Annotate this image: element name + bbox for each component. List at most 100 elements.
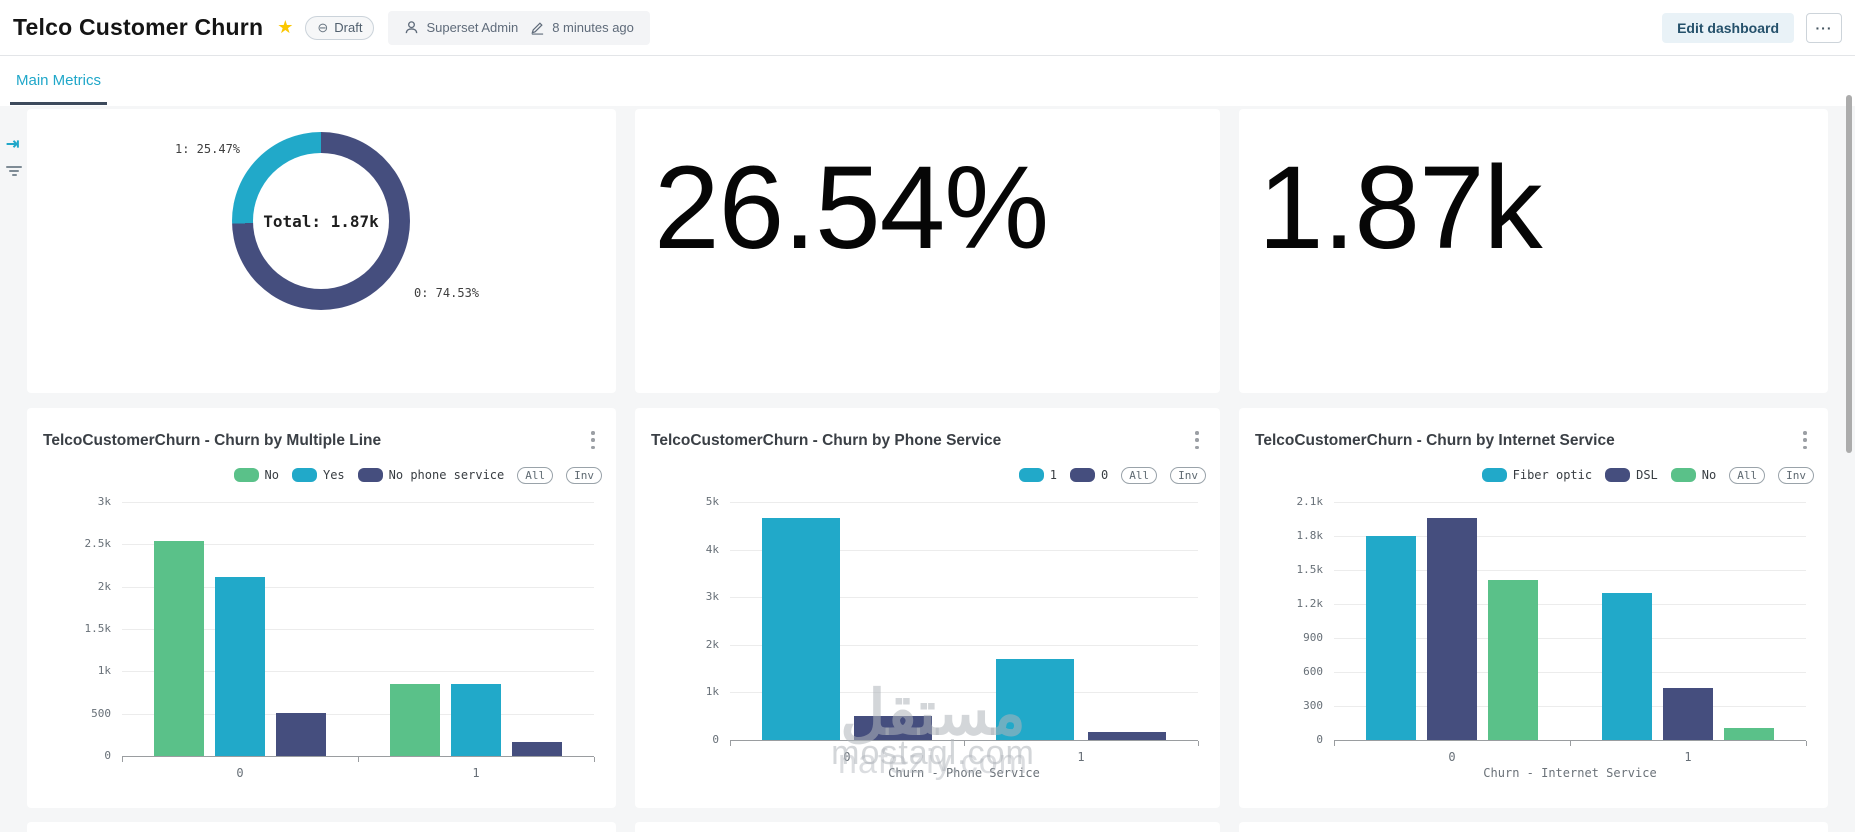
tab-main-metrics[interactable]: Main Metrics — [16, 72, 102, 89]
x-axis-tick — [594, 757, 595, 762]
gridline — [1334, 502, 1806, 503]
legend-inv-button[interactable]: Inv — [1170, 466, 1206, 484]
more-options-button[interactable]: ··· — [1806, 13, 1842, 43]
y-axis-tick-label: 0 — [104, 749, 111, 762]
y-axis-tick-label: 1k — [705, 685, 719, 699]
vertical-scrollbar-thumb[interactable] — [1846, 95, 1852, 453]
y-axis-tick-label: 2k — [705, 637, 719, 651]
x-axis-tick — [1806, 741, 1807, 746]
last-modified-text: 8 minutes ago — [552, 20, 634, 35]
x-axis-tick — [730, 741, 731, 746]
legend-label: 0 — [1101, 468, 1109, 482]
legend-item-1[interactable]: 1 — [1018, 468, 1058, 482]
legend-label: No phone service — [388, 468, 505, 482]
x-axis-tick — [122, 757, 123, 762]
bar-no-phone-service-cat1[interactable] — [512, 741, 562, 756]
gridline — [122, 544, 594, 546]
bar-1-cat0[interactable] — [762, 518, 840, 740]
legend-item-yes[interactable]: Yes — [291, 468, 345, 482]
y-axis-tick-label: 0 — [1316, 733, 1323, 746]
filter-funnel-icon[interactable] — [5, 164, 23, 178]
bar-no-cat1[interactable] — [390, 684, 440, 756]
bar-1-cat1[interactable] — [996, 659, 1074, 740]
churn-rate-value: 26.54% — [654, 142, 1049, 274]
legend-all-button[interactable]: All — [517, 466, 554, 484]
legend-label: Fiber optic — [1512, 468, 1593, 482]
y-axis-tick-label: 4k — [705, 542, 719, 556]
legend-label: No — [1701, 468, 1717, 482]
bar-chart-phone-service: 1 0 All Inv 0 1 Churn - Phone Service 0 1k 2k 3k 4k… — [635, 408, 1220, 808]
legend-chip-icon — [1070, 468, 1096, 482]
expand-filter-bar-icon[interactable]: ⇥ — [6, 136, 20, 153]
legend-label: DSL — [1636, 468, 1658, 482]
x-axis-tick — [1570, 741, 1571, 746]
churn-donut-chart[interactable]: Total: 1.87k — [232, 132, 410, 310]
y-axis-tick-label: 1.2k — [1296, 597, 1324, 610]
x-axis-title: Churn - Phone Service — [888, 766, 1040, 780]
chart-menu-kebab-icon[interactable] — [586, 430, 600, 450]
legend-item-no[interactable]: No — [1670, 468, 1717, 482]
y-axis-tick-label: 2.5k — [84, 537, 112, 551]
bar-chart-internet-service: Fiber optic DSL No All Inv 0 1 Churn - Internet… — [1239, 408, 1828, 808]
chart-card-multiple-line: TelcoCustomerChurn - Churn by Multiple L… — [27, 408, 616, 808]
edit-dashboard-button[interactable]: Edit dashboard — [1662, 13, 1794, 43]
gridline — [730, 692, 1198, 694]
bar-no-cat0[interactable] — [1488, 580, 1538, 740]
x-category-label: 0 — [843, 750, 851, 764]
gridline — [730, 549, 1198, 551]
y-axis-tick-label: 2.1k — [1296, 495, 1324, 508]
legend-item-dsl[interactable]: DSL — [1605, 468, 1658, 482]
bar-dsl-cat1[interactable] — [1663, 687, 1713, 740]
x-category-label: 1 — [1077, 750, 1085, 764]
chart-title: TelcoCustomerChurn - Churn by Phone Serv… — [651, 432, 1002, 449]
chart-menu-kebab-icon[interactable] — [1190, 430, 1204, 450]
bar-0-cat0[interactable] — [854, 715, 932, 740]
chart-card-internet-service: TelcoCustomerChurn - Churn by Internet S… — [1239, 408, 1828, 808]
bar-0-cat1[interactable] — [1088, 731, 1166, 740]
x-axis-tick — [964, 741, 965, 746]
chart-menu-kebab-icon[interactable] — [1798, 430, 1812, 450]
bar-no-phone-service-cat0[interactable] — [276, 712, 326, 756]
gridline — [1334, 536, 1806, 537]
legend-item-no-phone-service[interactable]: No phone service — [357, 468, 505, 482]
donut-chart-card: Total: 1.87k 1: 25.47% 0: 74.53% — [27, 109, 616, 393]
next-row-card-peek — [27, 822, 616, 832]
y-axis-tick-label: 3k — [97, 495, 111, 508]
bar-dsl-cat0[interactable] — [1427, 517, 1477, 740]
legend-inv-button[interactable]: Inv — [1778, 466, 1814, 484]
gridline — [1334, 706, 1806, 707]
bar-yes-cat1[interactable] — [451, 684, 501, 756]
favorite-star-icon[interactable]: ★ — [277, 17, 294, 37]
bar-yes-cat0[interactable] — [215, 576, 265, 756]
legend-chip-icon — [233, 468, 259, 482]
bar-fiber-optic-cat0[interactable] — [1366, 536, 1416, 740]
chart-legend: 1 0 All Inv — [1018, 465, 1206, 485]
legend-item-no[interactable]: No — [233, 468, 279, 482]
gridline — [730, 644, 1198, 646]
legend-item-fiber-optic[interactable]: Fiber optic — [1481, 468, 1593, 482]
x-axis-line — [122, 756, 594, 757]
chart-legend: Fiber optic DSL No All Inv — [1481, 465, 1814, 485]
bar-fiber-optic-cat1[interactable] — [1602, 592, 1652, 740]
legend-label: 1 — [1049, 468, 1058, 482]
bar-no-cat0[interactable] — [154, 540, 204, 756]
legend-inv-button[interactable]: Inv — [566, 466, 602, 484]
bar-chart-multiple-line: No Yes No phone service All Inv 0 1 0 500 1k 1.5k 2… — [27, 408, 616, 808]
x-axis-line — [1334, 740, 1806, 741]
legend-label: Yes — [322, 468, 345, 482]
legend-chip-icon — [1481, 468, 1507, 482]
legend-all-button[interactable]: All — [1121, 466, 1158, 484]
total-customers-card: 1.87k — [1239, 109, 1828, 393]
chart-legend: No Yes No phone service All Inv — [233, 465, 602, 485]
y-axis-tick-label: 1.5k — [1296, 563, 1324, 576]
dashboard-meta: Superset Admin 8 minutes ago — [388, 10, 650, 45]
y-axis-tick-label: 300 — [1303, 699, 1323, 712]
legend-chip-icon — [1670, 468, 1696, 482]
legend-item-0[interactable]: 0 — [1070, 468, 1108, 482]
gridline — [730, 502, 1198, 503]
bar-no-cat1[interactable] — [1724, 727, 1774, 740]
donut-total-label: Total: 1.87k — [263, 211, 379, 231]
x-axis-tick — [1198, 741, 1199, 746]
x-axis-tick — [1334, 741, 1335, 746]
legend-all-button[interactable]: All — [1729, 466, 1766, 484]
